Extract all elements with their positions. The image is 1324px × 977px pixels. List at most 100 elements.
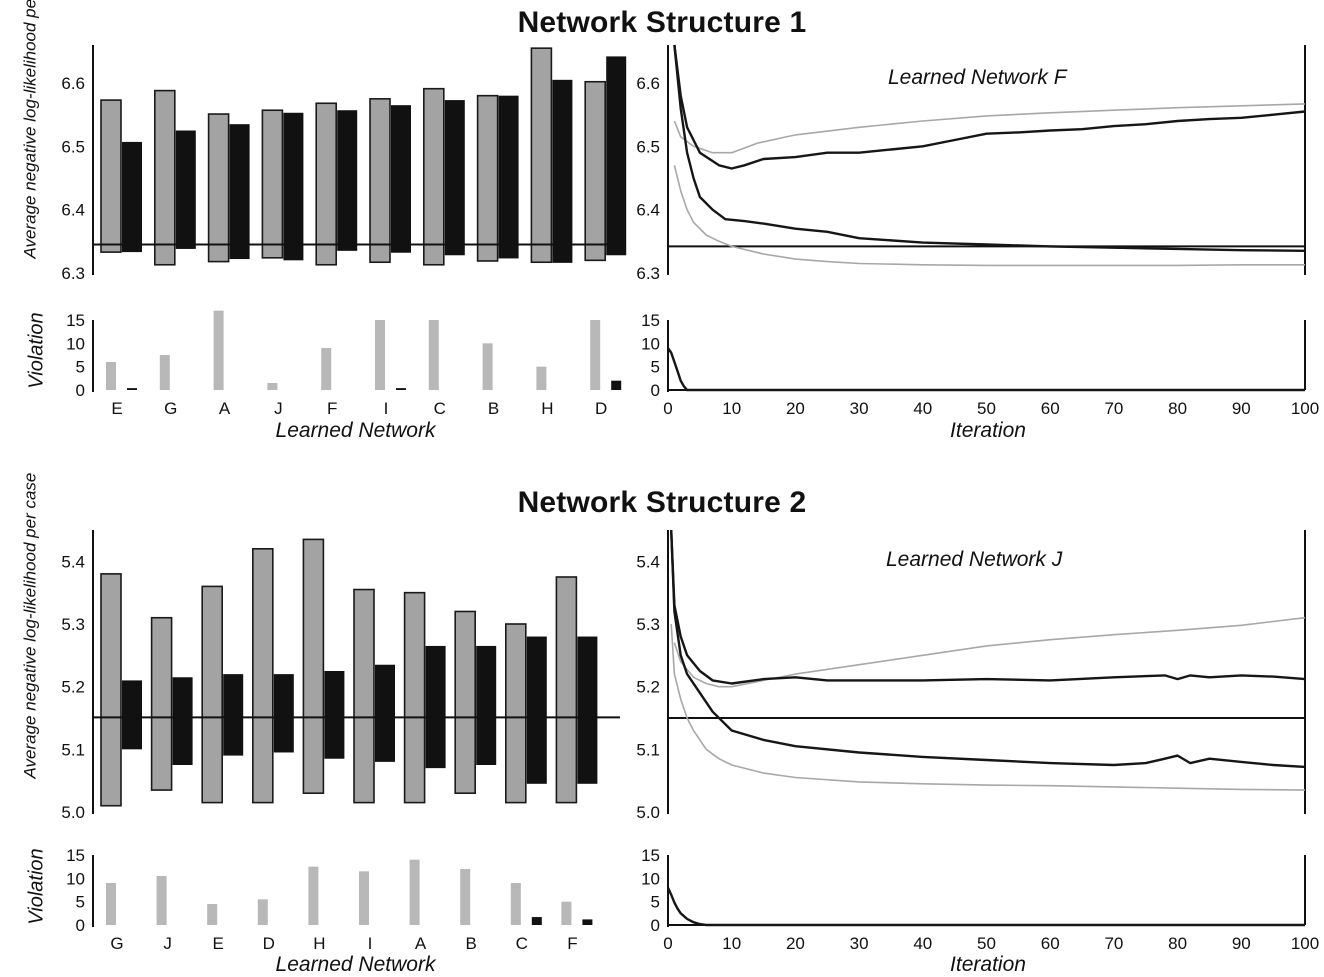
s2-bars-gray-bar-C [504,623,527,804]
s1-violation-gray-violation-I [375,320,385,390]
s2-violation-lines-xtick-label: 50 [977,934,996,953]
s2-lines-ytick-label: 5.3 [636,615,660,634]
s1-bars-black-bar-H [552,79,573,263]
s1-lines-ytick-label: 6.3 [636,264,660,283]
s1-violation-lines-xtick-label: 70 [1104,399,1123,418]
s1-violation-lines-ytick-label: 15 [641,311,660,330]
s1-violation-xtick-label-G: G [164,399,177,418]
s2-violation-lines-ytick-label: 10 [641,869,660,888]
s1-violation-lines-xtick-label: 50 [977,399,996,418]
s2-bars-black-bar-D [273,674,294,753]
s1-bars-gray-bar-G [154,89,176,266]
annotation-learned-network-j: Learned Network J [886,548,1063,571]
s2-violation-xtick-label-D: D [263,934,275,953]
s2-violation-gray-violation-A [409,859,420,925]
s1-violation-gray-violation-B [482,343,493,390]
s1-violation-gray-violation-A [213,310,224,390]
s2-violation-xtick-label-J: J [163,934,172,953]
xlabel-iteration-2: Iteration [950,953,1026,976]
s2-violation-gray-violation-E [207,904,218,925]
s2-violation-gray-violation-I [359,871,369,925]
s1-violation-lines-xtick-label: 20 [786,399,805,418]
s1-violation-gray-violation-E [106,362,116,390]
s1-violation-lines-ytick-label: 5 [651,358,660,377]
s1-bars-black-bar-B [498,95,519,259]
s2-violation-lines-xtick-label: 80 [1168,934,1187,953]
s1-bars-ytick-label: 6.6 [61,74,85,93]
s1-violation-xtick-label-I: I [384,399,389,418]
s1-bars-gray-bar-I [369,98,391,264]
title-structure-2: Network Structure 2 [517,486,807,519]
s1-violation-black-violation-D [611,380,622,390]
s1-violation-xtick-label-F: F [327,399,337,418]
s2-bars-black-bar-G [122,680,142,750]
s2-violation-lines-xtick-label: 70 [1104,934,1123,953]
s2-violation-lines-ytick-label: 0 [651,916,660,935]
s2-violation-gray-violation-G [106,883,116,925]
s2-bars-gray-bar-D [252,547,274,804]
s1-violation-lines-xtick-label: 0 [663,399,672,418]
s1-bars-ytick-label: 6.4 [61,201,85,220]
s1-violation-ytick-label: 0 [76,381,85,400]
s1-bars-ytick-label: 6.3 [61,264,85,283]
s1-violation-xtick-label-A: A [219,399,231,418]
s1-violation-black-violation-I [396,388,406,390]
s2-violation-lines-xtick-label: 20 [786,934,805,953]
s1-lines-ytick-label: 6.4 [636,201,660,220]
s2-violation-gray-violation-C [510,883,521,925]
s2-bars-black-bar-F [577,636,598,784]
s2-bars-ytick-label: 5.3 [61,615,85,634]
s2-bars-ytick-label: 5.2 [61,678,85,697]
s2-bars-ytick-label: 5.4 [61,552,85,571]
s2-violation-lines-violation-line [666,887,1305,927]
s1-bars-gray-bar-A [207,113,230,263]
s1-lines-dark-upper-line [673,44,1306,170]
s1-bars-black-bar-D [606,56,627,256]
s2-violation-gray-violation-D [257,899,268,925]
s1-violation-lines-xtick-label: 40 [913,399,932,418]
s2-violation-ytick-label: 15 [66,846,85,865]
s1-violation-lines-ytick-label: 10 [641,334,660,353]
s1-violation-xtick-label-C: C [434,399,446,418]
s2-bars-black-bar-J [172,677,193,765]
s1-violation-black-violation-E [127,388,137,390]
s2-bars-ytick-label: 5.1 [61,740,85,759]
s2-violation-lines-xtick-label: 90 [1232,934,1251,953]
s1-violation-ytick-label: 15 [66,311,85,330]
s2-violation-ytick-label: 5 [76,893,85,912]
s2-violation-xtick-label-B: B [466,934,477,953]
s2-bars-black-bar-H [324,671,345,759]
s1-violation-xtick-label-D: D [595,399,607,418]
s1-lines-light-lower-line [673,165,1305,267]
s2-violation-black-violation-F [582,919,593,925]
s2-violation-lines-xtick-label: 0 [663,934,672,953]
s2-bars-black-bar-I [375,664,395,762]
s1-bars-ytick-label: 6.5 [61,137,85,156]
s1-violation-gray-violation-H [536,366,547,390]
s2-lines-dark-lower-line [670,529,1306,769]
s1-violation-lines-xtick-label: 60 [1041,399,1060,418]
s1-bars-gray-bar-C [422,87,445,266]
xlabel-iteration-1: Iteration [950,419,1026,442]
s1-bars-gray-bar-J [261,109,284,259]
xlabel-learned-network-2: Learned Network [275,953,436,976]
s1-bars-black-bar-G [175,130,196,249]
s1-violation-lines-xtick-label: 30 [850,399,869,418]
s2-violation-xtick-label-F: F [567,934,577,953]
s1-violation-xtick-label-E: E [111,399,122,418]
s1-bars-black-bar-A [229,124,250,260]
s2-bars-gray-bar-F [555,576,578,804]
s1-violation-gray-violation-C [428,320,439,390]
s1-lines-ytick-label: 6.6 [636,74,660,93]
s1-lines-dark-lower-line [673,44,1306,252]
s2-bars-gray-bar-J [150,616,173,791]
s2-bars-gray-bar-G [100,573,122,807]
s2-violation-lines-xtick-label: 60 [1041,934,1060,953]
s1-violation-ytick-label: 5 [76,358,85,377]
s1-violation-gray-violation-D [590,320,601,390]
s2-violation-xtick-label-E: E [213,934,224,953]
s2-violation-xtick-label-I: I [368,934,373,953]
s1-bars-gray-bar-B [476,94,499,262]
s1-bars-gray-bar-F [315,102,338,266]
